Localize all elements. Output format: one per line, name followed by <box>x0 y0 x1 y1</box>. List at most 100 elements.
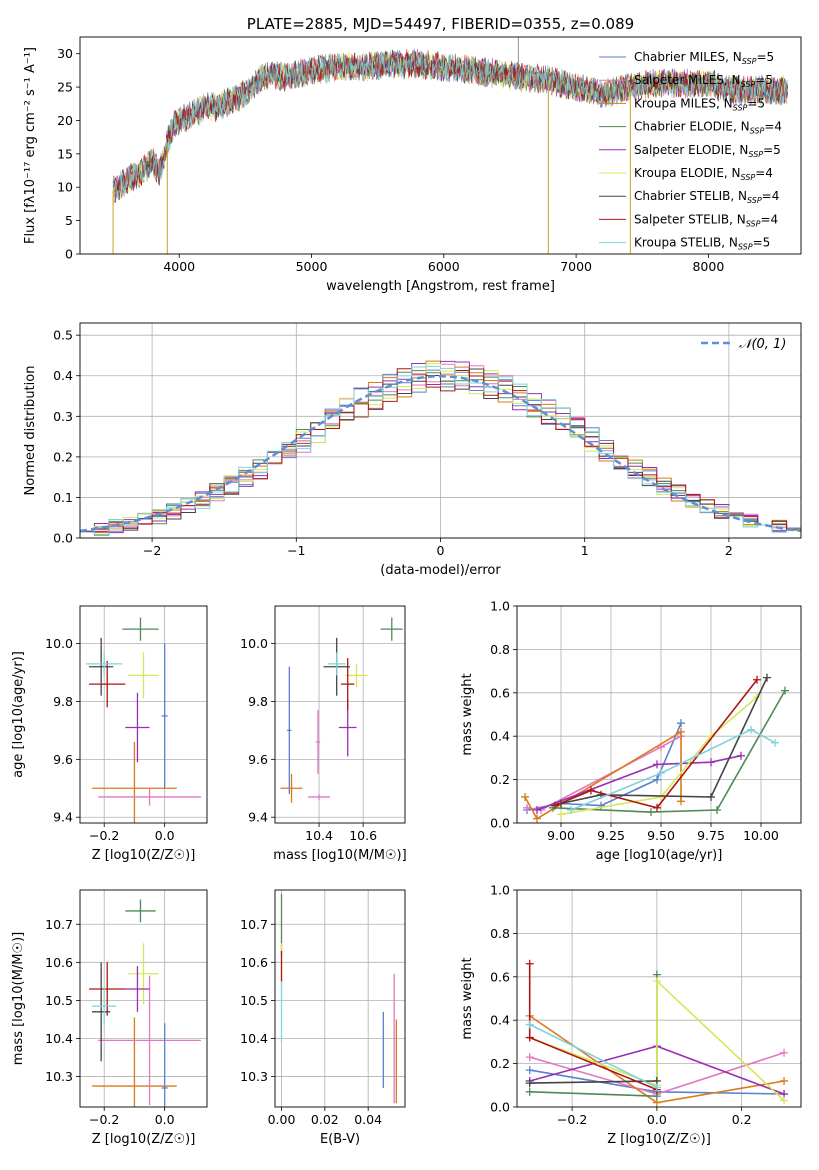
y-tick-label: 20 <box>57 113 73 128</box>
y-tick-label: 10.5 <box>45 993 73 1008</box>
legend: 𝒩(0, 1) <box>701 337 786 352</box>
weight-marker <box>657 792 665 801</box>
weight-marker <box>521 792 529 801</box>
x-tick-label: 8000 <box>692 259 724 274</box>
weight-marker <box>533 814 541 823</box>
weight-marker <box>677 719 685 728</box>
weight-marker <box>525 1020 534 1029</box>
plot-area <box>89 899 201 1107</box>
y-tick-label: 10.0 <box>240 636 268 651</box>
y-tick-label: 0.8 <box>490 926 510 941</box>
y-axis-label: mass weight <box>460 957 475 1039</box>
legend: Chabrier MILES, NSSP=5 Salpeter MILES, NS… <box>599 50 782 252</box>
y-tick-label: 0.3 <box>53 409 73 424</box>
y-tick-label: 10.5 <box>240 993 268 1008</box>
weight-marker <box>713 805 721 814</box>
y-tick-label: 0.6 <box>490 969 510 984</box>
y-tick-label: 0.2 <box>490 772 510 787</box>
x-tick-label: 0.02 <box>311 1112 339 1127</box>
plot-area <box>86 617 201 823</box>
panel-age-vs-mass: 10.4 10.6 9.4 9.6 9.8 10.0 mass [log10(M/M☉)] <box>240 605 407 863</box>
axes-frame <box>274 605 406 824</box>
x-axis-label: age [log10(age/yr)] <box>596 848 723 863</box>
weight-marker <box>677 727 685 736</box>
plot-area <box>280 893 397 1104</box>
y-tick-label: 9.4 <box>53 810 73 825</box>
x-tick-label: −2 <box>143 543 161 558</box>
y-tick-label: 9.8 <box>53 694 73 709</box>
plot-area <box>525 959 789 1107</box>
plot-area <box>112 37 789 254</box>
x-tick-label: 0.0 <box>647 1112 667 1127</box>
y-tick-label: 0.0 <box>490 1100 510 1115</box>
axes-frame <box>274 889 406 1108</box>
legend-label: Salpeter STELIB, NSSP=4 <box>634 212 778 228</box>
weight-line <box>529 979 785 1102</box>
x-tick-label: 9.00 <box>547 828 575 843</box>
x-axis-label: Z [log10(Z/Z☉)] <box>607 1132 711 1147</box>
x-tick-label: 10.4 <box>305 828 333 843</box>
x-tick-label: 1 <box>581 543 589 558</box>
y-tick-label: 0.6 <box>490 685 510 700</box>
weight-marker <box>567 805 575 814</box>
weight-marker <box>653 803 661 812</box>
x-axis-label: (data-model)/error <box>380 563 501 578</box>
y-tick-label: 0.2 <box>53 449 73 464</box>
x-tick-label: 0.04 <box>354 1112 382 1127</box>
panel-residuals: −2 −1 0 1 2 0.0 0.1 0.2 0.3 0.4 0.5 (data-model)/er… <box>23 322 802 578</box>
axes-frame <box>79 889 208 1108</box>
weight-marker <box>771 738 779 747</box>
weight-marker <box>525 1053 534 1062</box>
y-tick-label: 10.7 <box>240 917 268 932</box>
y-tick-label: 9.4 <box>248 810 268 825</box>
weight-marker <box>523 803 531 812</box>
weight-line <box>528 963 658 1091</box>
y-tick-label: 9.6 <box>248 752 268 767</box>
axes-frame <box>516 889 802 1108</box>
x-tick-label: −0.2 <box>89 828 119 843</box>
weight-marker <box>653 775 661 784</box>
plot-area <box>280 617 403 803</box>
y-tick-label: 1.0 <box>490 883 510 898</box>
weight-marker <box>780 1096 789 1105</box>
x-tick-label: 7000 <box>560 259 592 274</box>
y-axis-label: Normed distribution <box>23 366 38 496</box>
weight-marker <box>780 1076 789 1085</box>
y-tick-label: 0.4 <box>490 729 510 744</box>
weight-marker <box>525 1066 534 1075</box>
weight-marker <box>707 758 715 767</box>
y-tick-label: 10.6 <box>45 955 73 970</box>
x-tick-label: 0.0 <box>155 1112 175 1127</box>
y-tick-label: 0.4 <box>490 1013 510 1028</box>
y-tick-label: 0.0 <box>53 531 73 546</box>
y-tick-label: 10.4 <box>240 1031 268 1046</box>
y-axis-label: age [log10(age/yr)] <box>11 651 26 778</box>
x-tick-label: −1 <box>287 543 305 558</box>
y-tick-label: 0.2 <box>490 1056 510 1071</box>
weight-line <box>552 690 786 813</box>
weight-line <box>560 696 758 816</box>
x-tick-label: −0.2 <box>557 1112 587 1127</box>
legend-label: Kroupa STELIB, NSSP=5 <box>634 236 770 252</box>
legend-label: Salpeter ELODIE, NSSP=5 <box>634 143 781 159</box>
weight-line <box>529 1023 658 1089</box>
panel-mass-vs-Z: −0.2 0.0 10.3 10.4 10.5 10.6 10.7 Z [log10(Z/Z☉… <box>11 889 208 1147</box>
legend-label: 𝒩(0, 1) <box>739 337 786 352</box>
weight-marker <box>587 786 595 795</box>
y-tick-label: 10.6 <box>240 955 268 970</box>
weight-marker <box>525 959 534 968</box>
y-tick-label: 15 <box>57 146 73 161</box>
y-tick-label: 10.0 <box>45 636 73 651</box>
weight-line <box>560 677 768 805</box>
x-tick-label: 10.00 <box>743 828 779 843</box>
x-tick-label: 10.6 <box>349 828 377 843</box>
axes-frame <box>79 36 802 255</box>
weight-marker <box>677 797 685 806</box>
x-axis-label: mass [log10(M/M☉)] <box>273 848 406 863</box>
normal-curve <box>80 374 801 533</box>
y-tick-label: 9.6 <box>53 752 73 767</box>
legend-label: Salpeter MILES, NSSP=5 <box>634 73 773 89</box>
histogram-step <box>80 365 801 538</box>
x-tick-label: 6000 <box>428 259 460 274</box>
